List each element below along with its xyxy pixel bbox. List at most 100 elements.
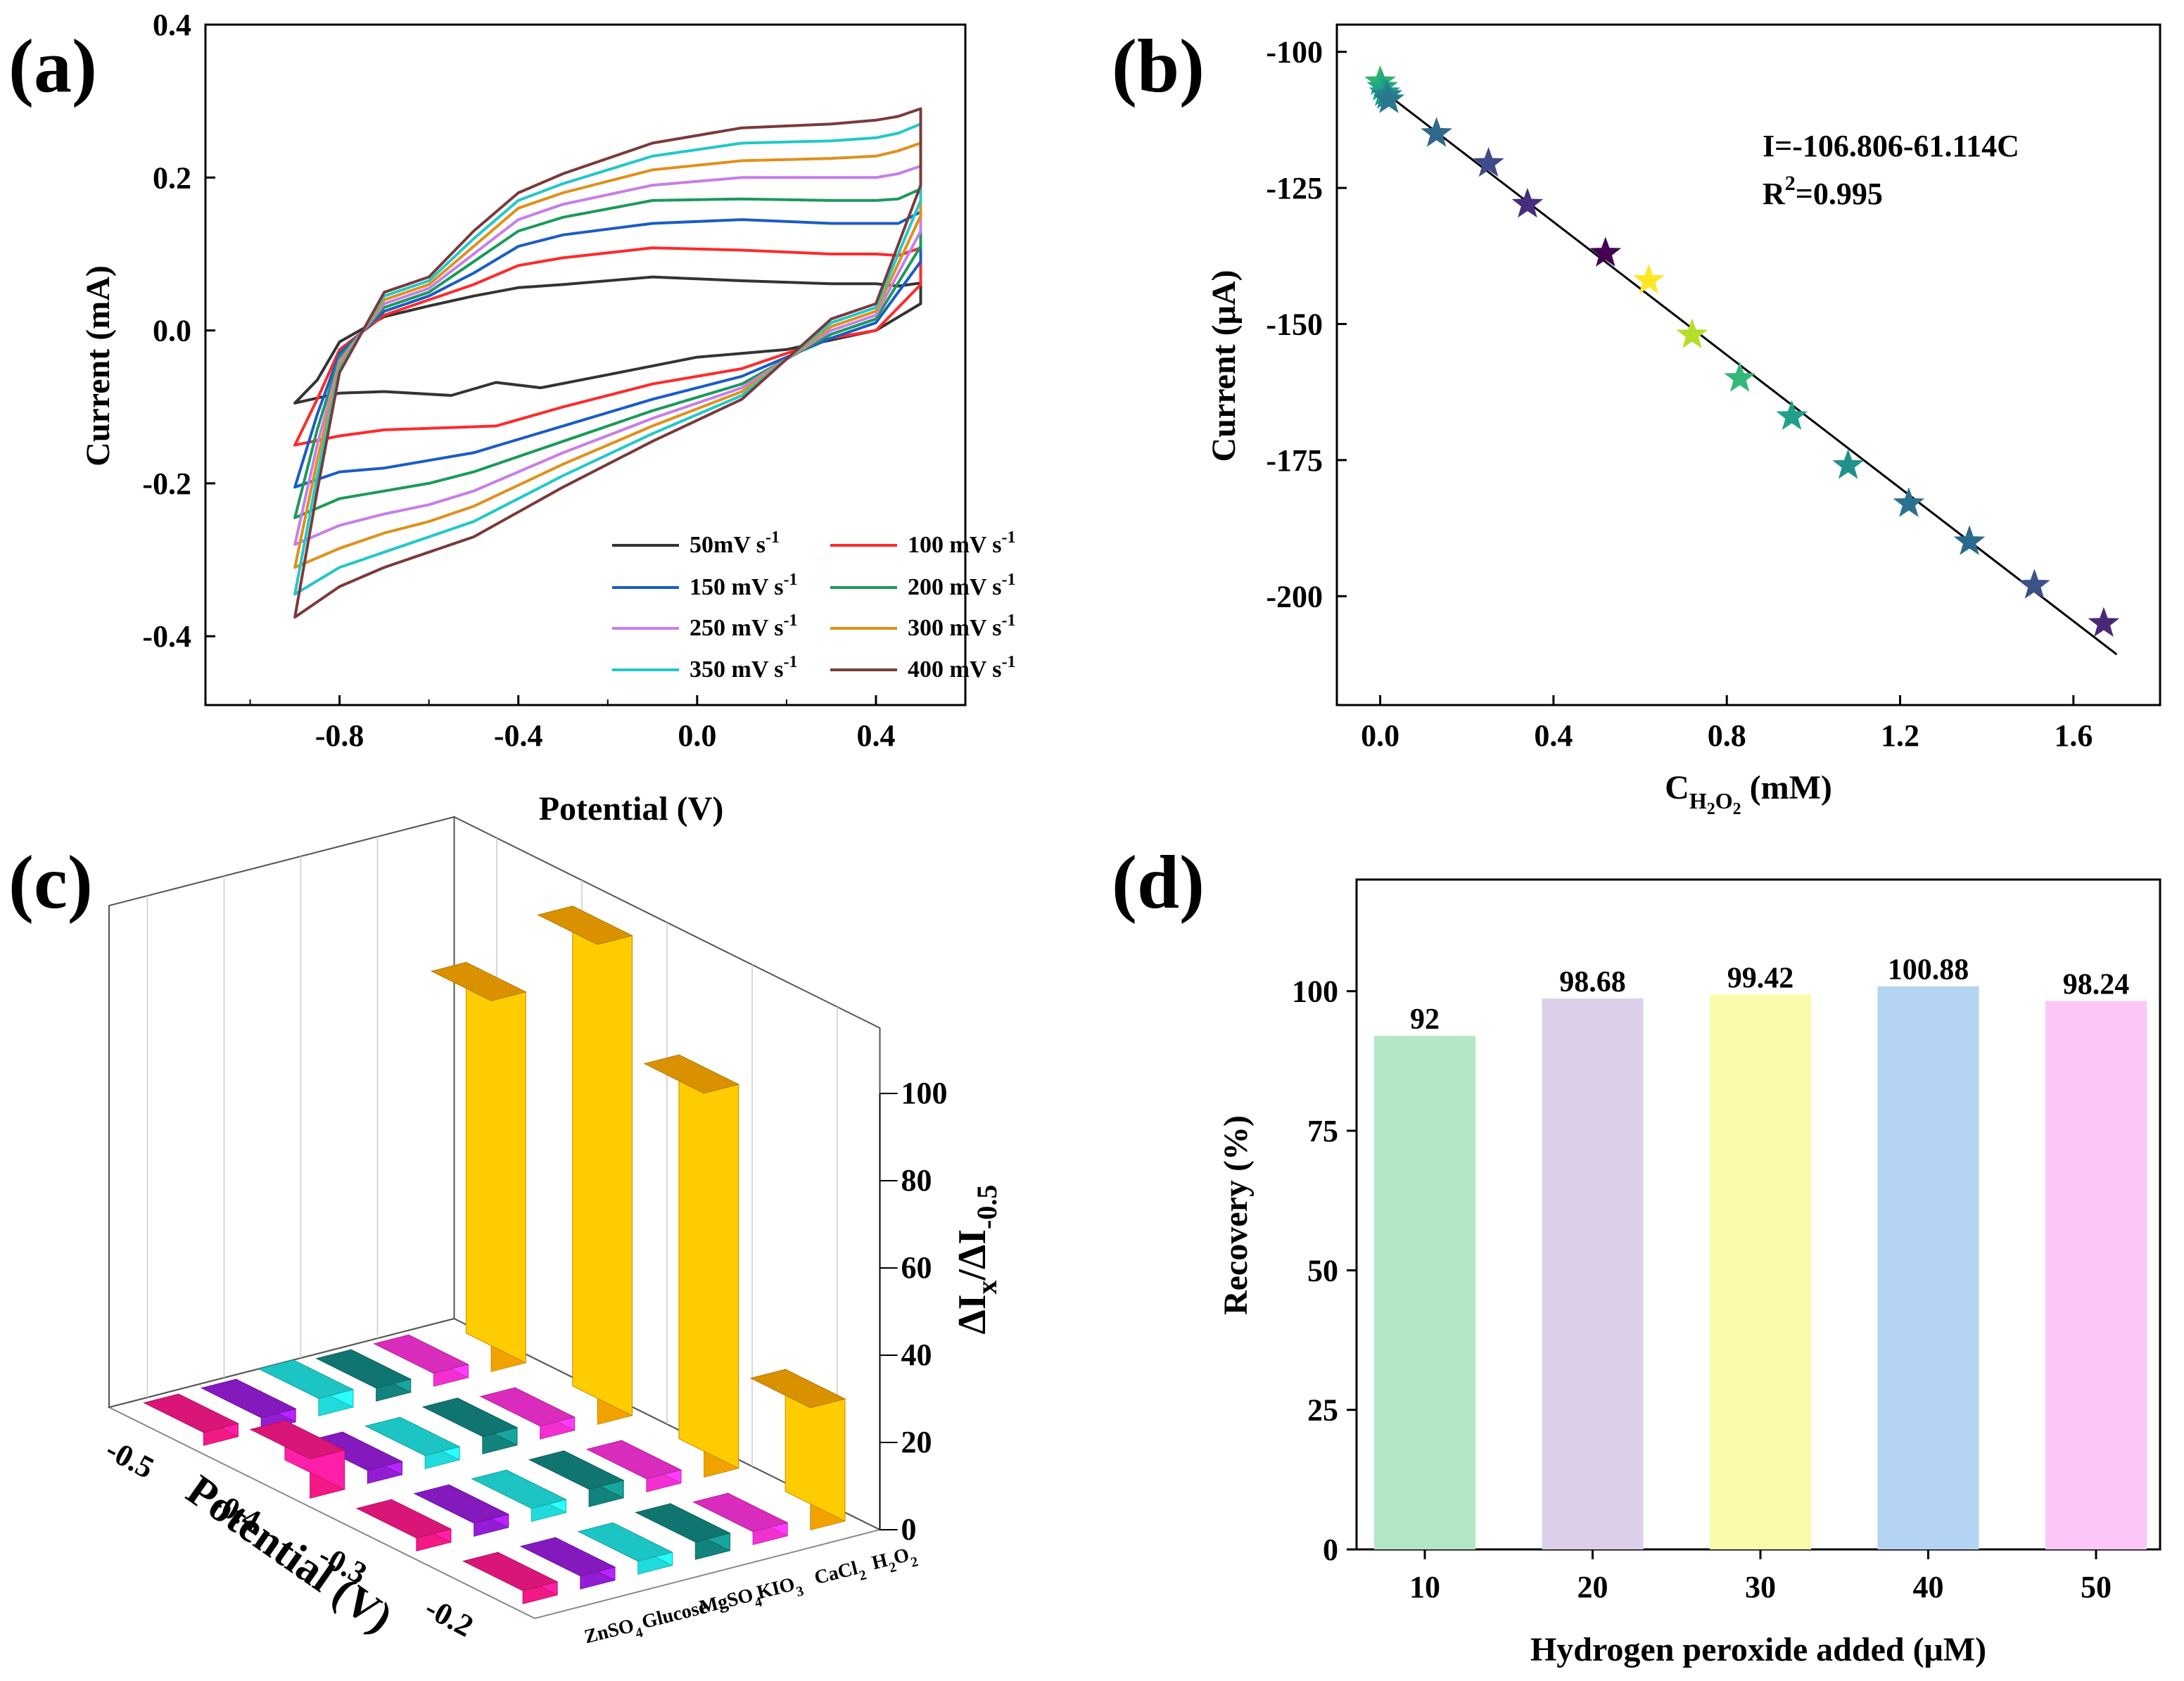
bar-3d [537, 905, 633, 1425]
legend-entry-name: 100 mV s [908, 532, 1002, 558]
bar-face-top [143, 1393, 239, 1433]
calibration-y-tick-label: -175 [1266, 443, 1323, 478]
recovery-x-axis-label: Hydrogen peroxide added (μM) [1530, 1631, 1986, 1668]
legend-entry-name: 150 mV s [690, 574, 784, 600]
species-name: CaCl [812, 1557, 860, 1589]
species-name: MgSO [697, 1584, 756, 1618]
bar-face-top [430, 962, 527, 1001]
calibration-point [1373, 83, 1405, 113]
z-label-sub1: x [971, 1280, 1003, 1294]
legend-entry-sup: -1 [1002, 528, 1016, 547]
cv-series-line [293, 122, 922, 596]
species-label: ZnSO4 [582, 1613, 645, 1654]
cv-series-line [293, 246, 922, 447]
legend-entry-sup: -1 [1002, 653, 1016, 671]
species-label: CaCl2 [812, 1556, 868, 1594]
panel-label-b: (b) [1112, 25, 1205, 108]
species-sub: 2 [858, 1567, 868, 1584]
calibration-point [1676, 318, 1708, 348]
calibration-point [2019, 569, 2050, 599]
calibration-fit-line [1379, 88, 2118, 656]
bar-3d [462, 1552, 559, 1604]
cv-x-tick-label: -0.4 [494, 718, 543, 753]
panel-label-c: (c) [8, 841, 93, 925]
calibration-point [1953, 525, 1986, 555]
recovery-x-tick-label: 40 [1913, 1570, 1944, 1604]
calibration-point [1511, 187, 1544, 218]
recovery-bar [2045, 1001, 2147, 1549]
r2-prefix: R [1763, 177, 1786, 211]
recovery-x-tick-label: 20 [1577, 1570, 1608, 1604]
recovery-x-tick-label: 10 [1409, 1570, 1440, 1604]
bar-face-top [413, 1484, 510, 1524]
legend-entry: 350 mV s-1 [690, 653, 798, 683]
calibration-plot-frame [1335, 23, 2161, 706]
legend-entry: 200 mV s-1 [908, 571, 1016, 600]
r2-superscript: 2 [1785, 172, 1796, 195]
z-tick-label: 100 [901, 1076, 948, 1110]
cv-series-line [293, 107, 922, 619]
cv-y-tick-label: -0.2 [142, 467, 191, 501]
potential-tick-label: -0.5 [100, 1432, 160, 1485]
recovery-bar-label: 98.24 [2063, 969, 2130, 1001]
bar-3d [519, 1537, 616, 1590]
bar-face-side [678, 1054, 739, 1469]
selectivity-x-axis-label: Potential (V) [178, 1466, 401, 1642]
cv-y-tick-label: 0.0 [153, 314, 191, 348]
3d-bars [143, 905, 846, 1604]
recovery-bar [1374, 1036, 1475, 1549]
cv-y-tick-label: 0.2 [153, 160, 191, 195]
calibration-equation: I=-106.806-61.114C [1763, 129, 2019, 163]
legend-entry: 250 mV s-1 [690, 611, 798, 641]
recovery-y-tick-label: 100 [1292, 975, 1338, 1009]
z-tick-label: 60 [901, 1250, 932, 1285]
calibration-point [1589, 236, 1622, 267]
bar-3d [364, 1416, 461, 1469]
cv-x-axis-label: Potential (V) [539, 790, 724, 827]
cv-series-line [293, 165, 922, 546]
recovery-bar-label: 92 [1410, 1003, 1440, 1036]
recovery-bar-label: 100.88 [1888, 954, 1969, 987]
z-tick-label: 20 [901, 1425, 932, 1459]
legend-entry: 400 mV s-1 [908, 653, 1016, 683]
z-label-main: ΔI [951, 1294, 994, 1334]
bar-face-top [519, 1537, 616, 1577]
calibration-r-squared: R2=0.995 [1763, 172, 1883, 211]
x-label-o: O [1715, 788, 1733, 813]
cv-y-axis-label: Current (mA) [80, 265, 117, 467]
recovery-bars: 92 98.68 99.42 100.88 98.24 [1374, 954, 2147, 1549]
calibration-point [1893, 487, 1925, 517]
potential-tick-label: -0.2 [419, 1590, 479, 1644]
recovery-bar [1542, 998, 1644, 1549]
cv-y-tick-label: -0.4 [142, 619, 191, 654]
bar-face-top [749, 1369, 846, 1409]
bar-face-top [462, 1552, 559, 1592]
bar-3d [249, 1420, 346, 1499]
bar-3d [577, 1522, 674, 1575]
calibration-y-axis-label: Current (μA) [1205, 270, 1243, 462]
cv-curves [293, 107, 922, 619]
cv-axis-ticks: -0.8 -0.4 0.0 0.4 -0.4 -0.2 0.0 0.2 0.4 [142, 8, 966, 753]
bar-face-top [585, 1440, 682, 1480]
cv-series-line [293, 210, 922, 489]
cv-series-line [293, 141, 922, 569]
bar-3d [471, 1469, 567, 1522]
recovery-axis-ticks: 0 25 50 75 100 10 20 30 40 50 [1292, 975, 2112, 1604]
bar-3d [635, 1503, 731, 1560]
bar-face-top [692, 1492, 789, 1533]
calibration-x-tick-label: 0.4 [1534, 718, 1573, 753]
recovery-y-tick-label: 25 [1307, 1393, 1338, 1428]
cv-chart: -0.8 -0.4 0.0 0.4-0.4-0.20.00.20.4 50mV s-1… [80, 8, 1016, 827]
legend-entry-name: 400 mV s [908, 656, 1002, 683]
bar-3d [479, 1387, 576, 1440]
bar-3d [430, 961, 527, 1372]
legend-entry-sup: -1 [766, 528, 780, 547]
bar-3d [749, 1369, 846, 1530]
calibration-point [1776, 400, 1808, 431]
calibration-x-tick-label: 1.6 [2054, 718, 2093, 753]
bar-face-top [537, 906, 633, 945]
species-name: ZnSO [582, 1615, 636, 1648]
bar-face-top [373, 1334, 469, 1374]
